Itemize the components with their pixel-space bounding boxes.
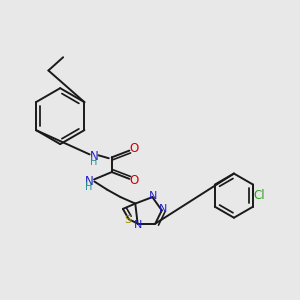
Text: N: N [90,150,98,163]
Text: S: S [124,215,131,225]
Text: N: N [85,175,93,188]
Text: O: O [130,174,139,188]
Text: N: N [158,205,167,214]
Text: H: H [85,182,93,191]
Text: O: O [130,142,139,155]
Text: H: H [90,157,98,167]
Text: N: N [149,191,158,201]
Text: Cl: Cl [253,189,265,202]
Text: N: N [134,220,142,230]
